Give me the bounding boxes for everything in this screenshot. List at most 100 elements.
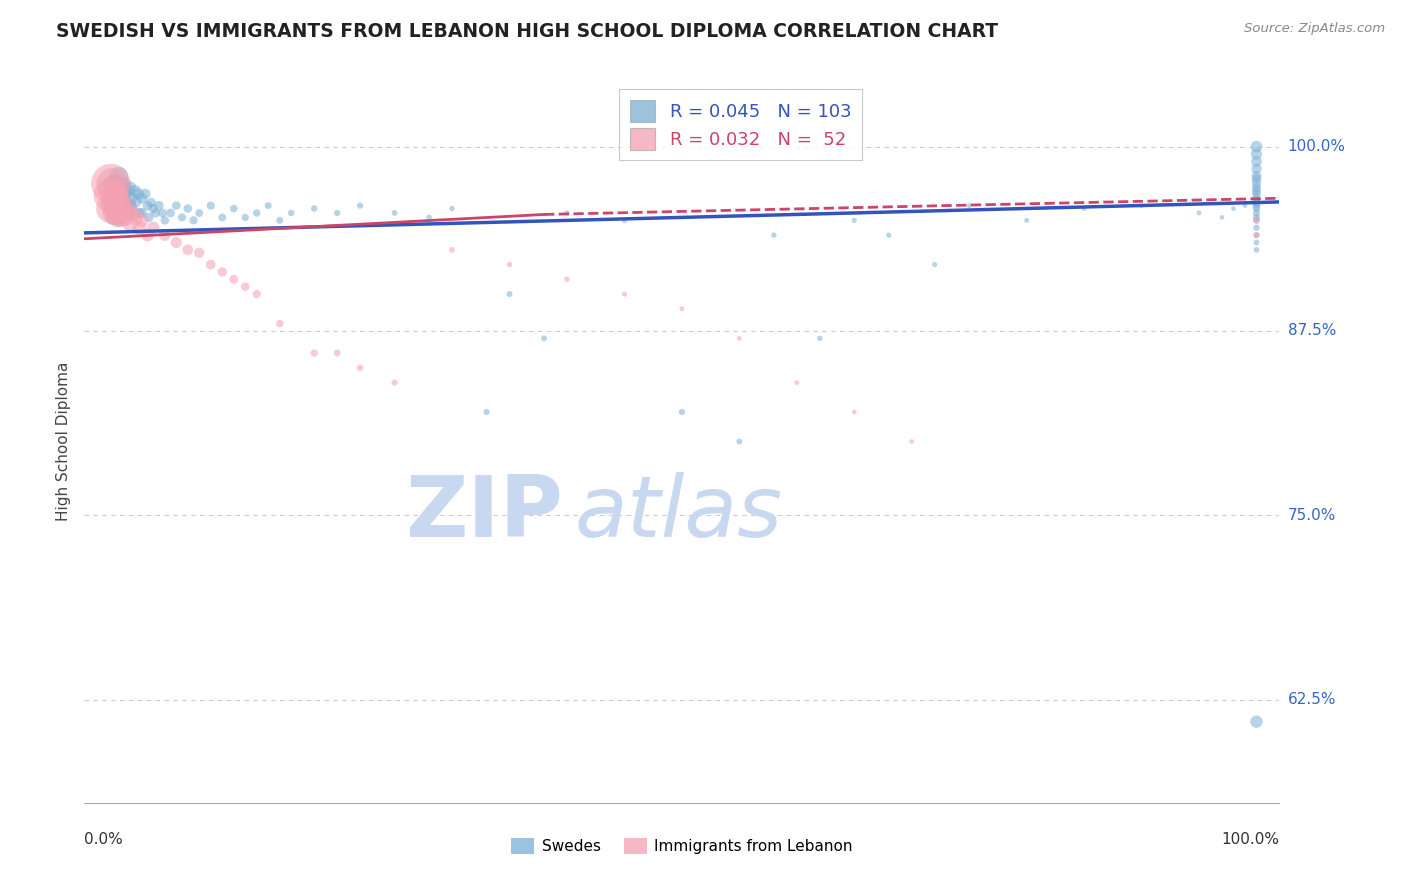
Point — [101, 199, 124, 213]
Point — [211, 211, 233, 225]
Point — [211, 265, 233, 279]
Point — [844, 405, 866, 419]
Point — [108, 202, 131, 216]
Text: 100.0%: 100.0% — [1222, 831, 1279, 847]
Point — [110, 177, 132, 191]
Point — [148, 199, 170, 213]
Point — [326, 346, 349, 360]
Point — [165, 235, 187, 250]
Point — [1211, 211, 1233, 225]
Point — [117, 206, 139, 220]
Point — [613, 213, 636, 227]
Point — [101, 177, 124, 191]
Point — [1015, 213, 1038, 227]
Point — [1246, 211, 1268, 225]
Point — [104, 177, 127, 191]
Point — [384, 206, 406, 220]
Point — [138, 211, 160, 225]
Point — [101, 211, 124, 225]
Point — [200, 199, 222, 213]
Point — [533, 331, 555, 345]
Point — [441, 243, 464, 257]
Point — [1130, 199, 1153, 213]
Point — [183, 213, 205, 227]
Point — [165, 199, 187, 213]
Point — [613, 287, 636, 301]
Point — [1246, 191, 1268, 205]
Point — [1246, 181, 1268, 195]
Point — [786, 376, 808, 390]
Point — [103, 206, 125, 220]
Point — [114, 199, 136, 213]
Point — [152, 206, 174, 220]
Point — [222, 202, 245, 216]
Point — [108, 191, 131, 205]
Point — [112, 184, 135, 198]
Point — [142, 220, 165, 235]
Point — [877, 228, 900, 243]
Point — [110, 199, 132, 213]
Point — [1222, 202, 1244, 216]
Point — [246, 206, 269, 220]
Point — [121, 206, 143, 220]
Point — [128, 220, 150, 235]
Point — [246, 287, 269, 301]
Point — [121, 191, 143, 205]
Point — [728, 434, 751, 449]
Point — [1246, 186, 1268, 201]
Point — [112, 202, 135, 216]
Point — [671, 405, 693, 419]
Point — [1246, 714, 1268, 729]
Point — [100, 177, 122, 191]
Point — [153, 213, 176, 227]
Point — [498, 287, 520, 301]
Point — [1233, 199, 1256, 213]
Text: 75.0%: 75.0% — [1288, 508, 1336, 523]
Point — [728, 331, 751, 345]
Point — [120, 181, 142, 195]
Point — [101, 186, 124, 201]
Point — [1246, 220, 1268, 235]
Point — [134, 186, 156, 201]
Point — [101, 199, 124, 213]
Point — [112, 206, 135, 220]
Point — [118, 206, 141, 220]
Point — [1246, 213, 1268, 227]
Point — [1246, 235, 1268, 250]
Point — [107, 211, 129, 225]
Point — [555, 272, 578, 286]
Point — [159, 206, 181, 220]
Point — [120, 199, 142, 213]
Point — [127, 186, 149, 201]
Text: 0.0%: 0.0% — [84, 831, 124, 847]
Point — [302, 202, 325, 216]
Y-axis label: High School Diploma: High School Diploma — [56, 362, 72, 521]
Point — [1246, 169, 1268, 183]
Text: Source: ZipAtlas.com: Source: ZipAtlas.com — [1244, 22, 1385, 36]
Point — [1188, 206, 1211, 220]
Point — [1246, 213, 1268, 227]
Point — [280, 206, 302, 220]
Point — [257, 199, 280, 213]
Point — [177, 243, 200, 257]
Point — [104, 191, 127, 205]
Point — [177, 202, 200, 216]
Point — [105, 186, 128, 201]
Point — [957, 199, 980, 213]
Point — [924, 258, 946, 272]
Point — [1246, 199, 1268, 213]
Point — [114, 186, 136, 201]
Point — [200, 258, 222, 272]
Point — [108, 181, 131, 195]
Point — [108, 213, 131, 227]
Point — [269, 213, 291, 227]
Point — [145, 206, 167, 220]
Point — [326, 206, 349, 220]
Point — [136, 228, 159, 243]
Point — [1246, 202, 1268, 216]
Point — [349, 199, 371, 213]
Point — [105, 177, 128, 191]
Point — [139, 195, 162, 210]
Point — [1246, 184, 1268, 198]
Point — [1246, 243, 1268, 257]
